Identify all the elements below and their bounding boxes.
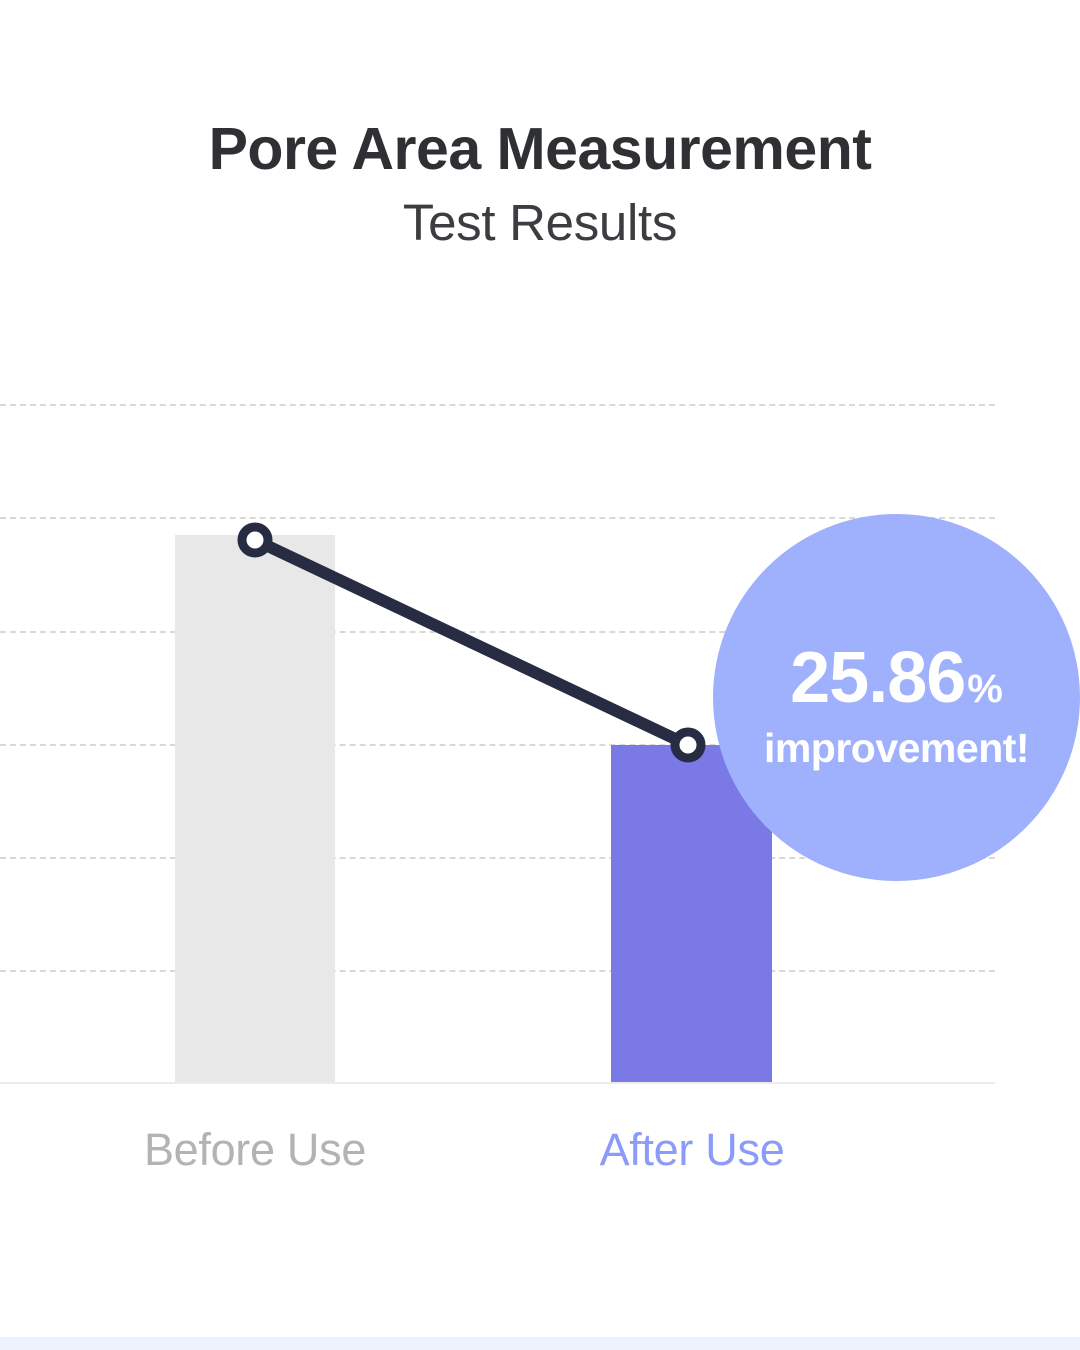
x-axis-label-after-use: After Use	[599, 1124, 785, 1175]
badge-caption: improvement!	[763, 725, 1030, 771]
bottom-accent-band	[0, 1337, 1080, 1350]
bar-before-use	[175, 535, 335, 1082]
page-subtitle: Test Results	[402, 193, 678, 251]
page-title: Pore Area Measurement	[208, 116, 872, 182]
x-axis-line	[0, 1082, 995, 1084]
gridline	[0, 970, 995, 972]
gridline	[0, 517, 995, 519]
badge-value-row: 25.86 %	[790, 642, 1003, 714]
badge-percent-sign: %	[967, 667, 1003, 711]
badge-value: 25.86	[790, 638, 966, 718]
gridline	[0, 857, 995, 859]
gridline	[0, 404, 995, 406]
x-axis-label-before-use: Before Use	[143, 1124, 367, 1175]
improvement-badge: 25.86 % improvement!	[713, 514, 1080, 881]
title-block: Pore Area Measurement Test Results	[0, 118, 1080, 251]
